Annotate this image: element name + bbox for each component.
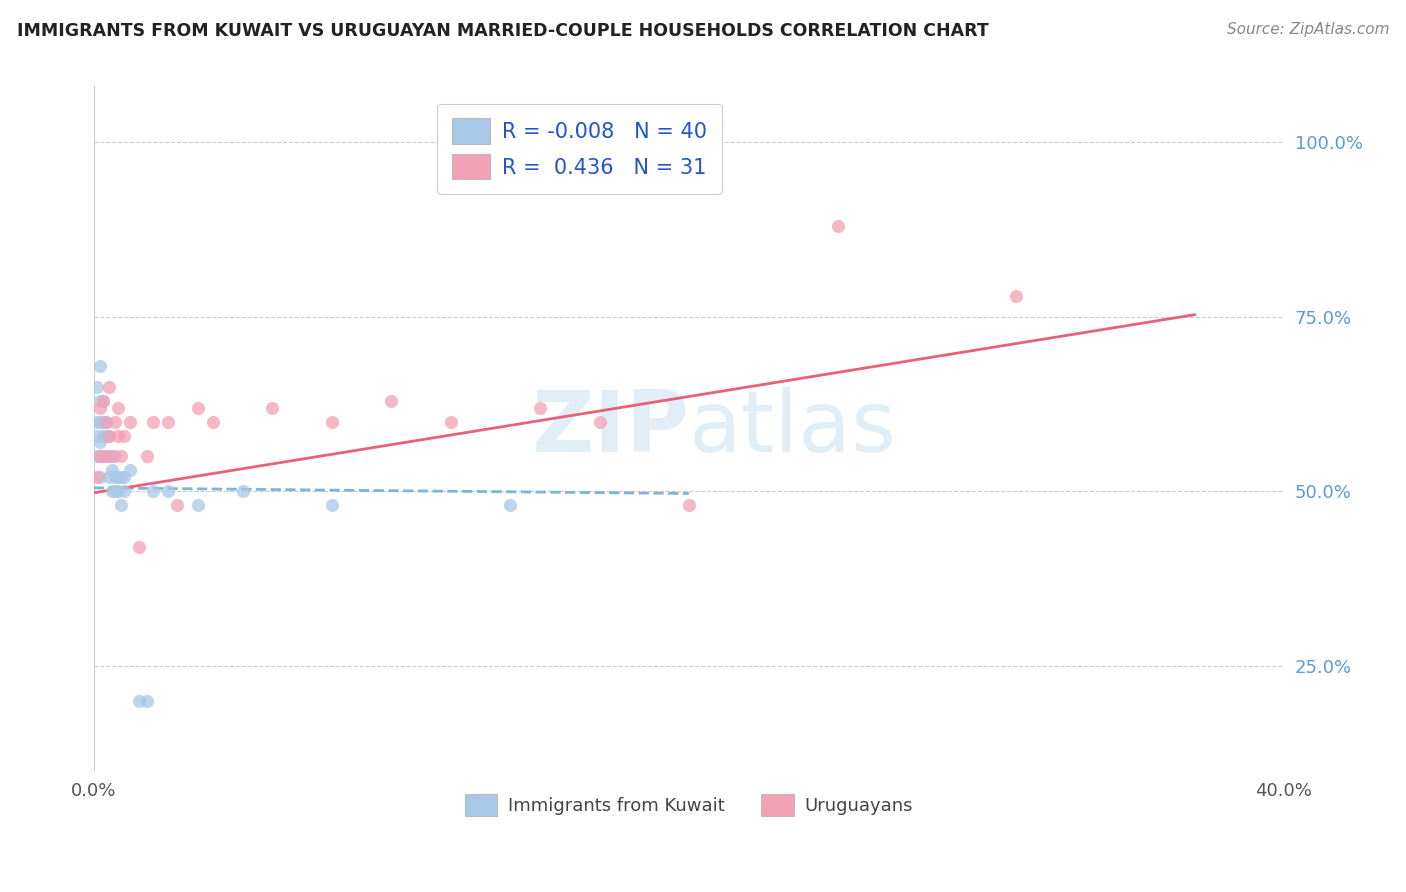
Point [104, 470, 127, 484]
Point [91, 393, 114, 408]
Point [89, 450, 111, 464]
Point [499, 499, 522, 513]
Point [110, 470, 132, 484]
Point [86, 470, 108, 484]
Point [91, 428, 114, 442]
Point [86, 450, 108, 464]
Point [110, 499, 132, 513]
Point [100, 484, 122, 499]
Point [107, 428, 129, 442]
Point [440, 415, 463, 429]
Point [104, 450, 127, 464]
Point [128, 540, 150, 554]
Point [157, 484, 180, 499]
Point [201, 415, 224, 429]
Point [128, 694, 150, 708]
Point [187, 499, 209, 513]
Point [91, 450, 114, 464]
Point [94, 415, 117, 429]
Point [89, 401, 111, 415]
Point [86, 379, 108, 393]
Point [104, 415, 127, 429]
Point [321, 415, 343, 429]
Point [187, 401, 209, 415]
Point [97, 450, 120, 464]
Point [118, 415, 141, 429]
Point [321, 499, 343, 513]
Point [107, 470, 129, 484]
Point [142, 415, 165, 429]
Text: ZIP: ZIP [531, 387, 689, 470]
Point [107, 484, 129, 499]
Point [136, 694, 159, 708]
Point [136, 450, 159, 464]
Point [91, 450, 114, 464]
Point [827, 219, 849, 233]
Point [89, 450, 111, 464]
Point [166, 499, 188, 513]
Point [380, 393, 402, 408]
Point [1005, 289, 1028, 303]
Point [112, 470, 135, 484]
Point [112, 428, 135, 442]
Point [112, 484, 135, 499]
Point [118, 463, 141, 477]
Point [97, 379, 120, 393]
Point [107, 401, 129, 415]
Point [100, 463, 122, 477]
Text: IMMIGRANTS FROM KUWAIT VS URUGUAYAN MARRIED-COUPLE HOUSEHOLDS CORRELATION CHART: IMMIGRANTS FROM KUWAIT VS URUGUAYAN MARR… [17, 22, 988, 40]
Point [86, 428, 108, 442]
Point [97, 470, 120, 484]
Point [94, 415, 117, 429]
Legend: Immigrants from Kuwait, Uruguayans: Immigrants from Kuwait, Uruguayans [457, 787, 920, 823]
Point [97, 428, 120, 442]
Point [678, 499, 700, 513]
Text: atlas: atlas [689, 387, 897, 470]
Point [89, 393, 111, 408]
Point [91, 393, 114, 408]
Point [89, 470, 111, 484]
Point [104, 484, 127, 499]
Point [89, 359, 111, 373]
Point [97, 428, 120, 442]
Point [142, 484, 165, 499]
Point [91, 415, 114, 429]
Point [588, 415, 610, 429]
Point [94, 428, 117, 442]
Point [100, 450, 122, 464]
Point [86, 415, 108, 429]
Point [94, 450, 117, 464]
Point [110, 450, 132, 464]
Text: Source: ZipAtlas.com: Source: ZipAtlas.com [1226, 22, 1389, 37]
Point [89, 435, 111, 450]
Point [529, 401, 551, 415]
Point [262, 401, 284, 415]
Point [157, 415, 180, 429]
Point [232, 484, 254, 499]
Point [89, 415, 111, 429]
